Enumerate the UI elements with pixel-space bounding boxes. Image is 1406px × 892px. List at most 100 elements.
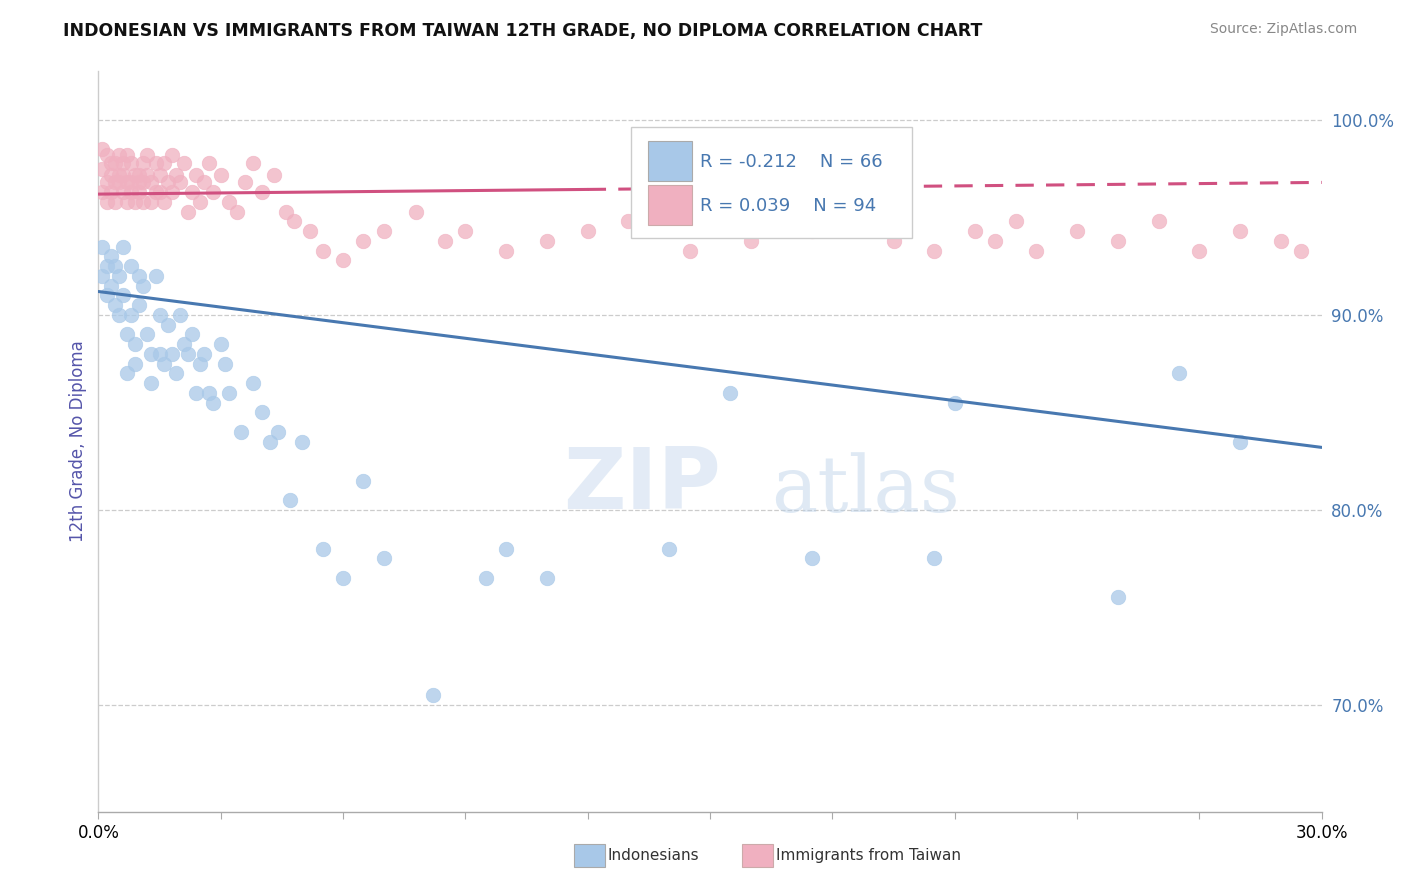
Point xyxy=(149,308,172,322)
Point xyxy=(141,194,163,209)
Point xyxy=(124,357,146,371)
Point xyxy=(405,204,427,219)
Point xyxy=(108,176,131,190)
Point xyxy=(291,434,314,449)
Point xyxy=(149,347,172,361)
Point xyxy=(152,357,174,371)
Point xyxy=(1291,244,1313,258)
FancyBboxPatch shape xyxy=(648,141,692,181)
Point xyxy=(165,168,187,182)
Point xyxy=(1107,234,1129,248)
Point xyxy=(181,327,204,342)
Point xyxy=(145,156,167,170)
Point xyxy=(124,337,146,351)
Point xyxy=(536,571,558,585)
Point xyxy=(267,425,290,439)
Point xyxy=(115,148,138,162)
Point xyxy=(801,551,824,566)
Point xyxy=(1167,367,1189,381)
Point xyxy=(91,240,114,254)
Point xyxy=(111,156,134,170)
Point xyxy=(193,176,215,190)
Point xyxy=(91,161,114,176)
Text: ZIP: ZIP xyxy=(564,444,721,527)
Point xyxy=(104,259,127,273)
Point xyxy=(136,168,159,182)
Point xyxy=(169,176,191,190)
Point xyxy=(373,224,395,238)
Point xyxy=(104,298,127,312)
Point xyxy=(115,367,138,381)
Point xyxy=(209,168,232,182)
Point xyxy=(883,234,905,248)
Point xyxy=(96,176,118,190)
Point xyxy=(141,376,163,390)
Point xyxy=(332,571,354,585)
Point xyxy=(201,185,224,199)
Point xyxy=(617,214,640,228)
Point xyxy=(108,168,131,182)
Point xyxy=(259,434,281,449)
Point xyxy=(108,268,131,283)
Point xyxy=(124,194,146,209)
Point xyxy=(104,156,127,170)
Point xyxy=(637,201,661,215)
Point xyxy=(231,425,253,439)
Point xyxy=(352,234,374,248)
Point xyxy=(1229,434,1251,449)
Point xyxy=(173,156,195,170)
Point xyxy=(242,376,264,390)
Point xyxy=(100,156,122,170)
Text: Indonesians: Indonesians xyxy=(607,848,699,863)
Text: INDONESIAN VS IMMIGRANTS FROM TAIWAN 12TH GRADE, NO DIPLOMA CORRELATION CHART: INDONESIAN VS IMMIGRANTS FROM TAIWAN 12T… xyxy=(63,22,983,40)
Point xyxy=(111,168,134,182)
Point xyxy=(332,253,354,268)
Point xyxy=(115,327,138,342)
Text: Immigrants from Taiwan: Immigrants from Taiwan xyxy=(776,848,962,863)
Point xyxy=(141,347,163,361)
Point xyxy=(160,185,183,199)
Point xyxy=(201,395,224,409)
Point xyxy=(186,168,208,182)
Point xyxy=(984,234,1007,248)
Point xyxy=(841,214,863,228)
Point xyxy=(96,148,118,162)
Point xyxy=(218,194,240,209)
Point xyxy=(91,142,114,156)
Point xyxy=(188,194,212,209)
Point xyxy=(169,308,191,322)
Point xyxy=(965,224,987,238)
Point xyxy=(454,224,477,238)
FancyBboxPatch shape xyxy=(648,186,692,226)
Point xyxy=(104,176,127,190)
Point xyxy=(1270,234,1292,248)
Point xyxy=(214,357,236,371)
Point xyxy=(922,244,945,258)
Point xyxy=(156,318,179,332)
Point xyxy=(278,493,301,508)
Point xyxy=(263,168,285,182)
Point xyxy=(111,240,134,254)
Point xyxy=(173,337,195,351)
Point xyxy=(128,268,150,283)
Point xyxy=(352,474,374,488)
FancyBboxPatch shape xyxy=(630,127,912,238)
Point xyxy=(145,185,167,199)
Point xyxy=(165,367,187,381)
Point xyxy=(495,244,517,258)
Point xyxy=(274,204,297,219)
Point xyxy=(299,224,322,238)
Point xyxy=(1004,214,1026,228)
Point xyxy=(943,395,966,409)
Point xyxy=(193,347,215,361)
Point xyxy=(658,541,681,556)
Point xyxy=(1066,224,1088,238)
Point xyxy=(156,176,179,190)
Point xyxy=(152,156,174,170)
Point xyxy=(145,268,167,283)
Point xyxy=(209,337,232,351)
Point xyxy=(132,156,155,170)
Point xyxy=(149,185,172,199)
Point xyxy=(312,244,335,258)
Point xyxy=(434,234,457,248)
